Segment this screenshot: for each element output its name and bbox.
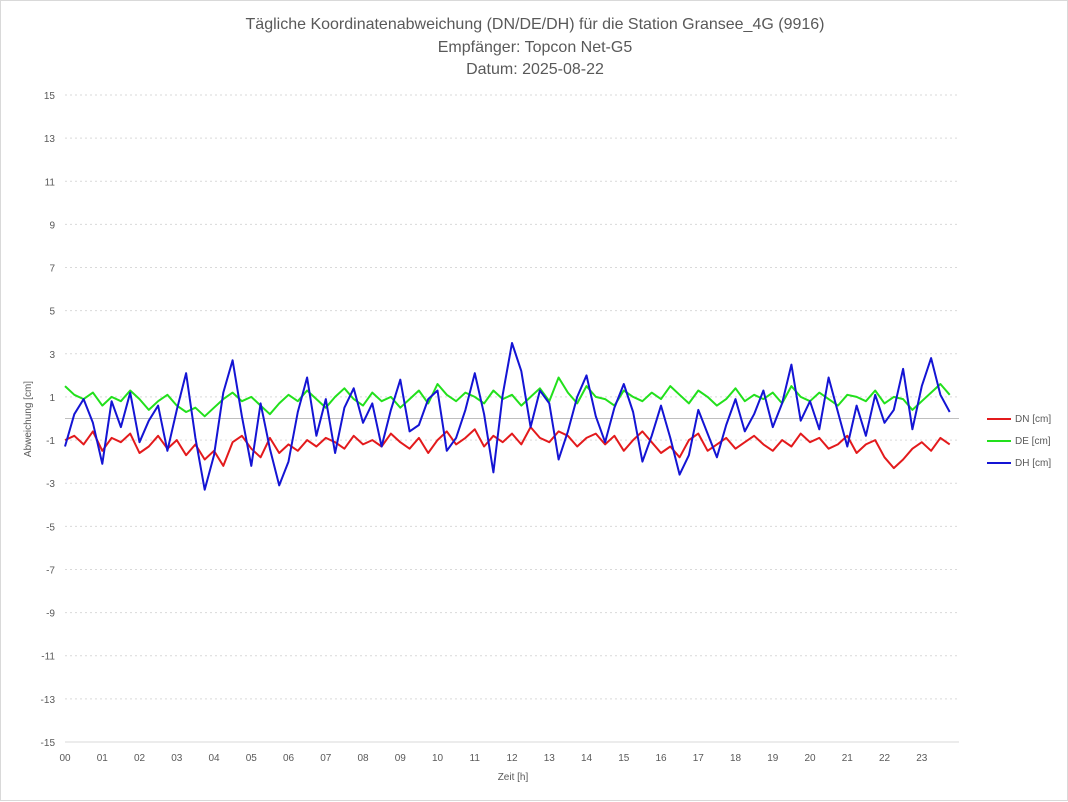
y-tick-label: -9 (46, 609, 55, 620)
y-grid (65, 94, 959, 743)
x-tick-label: 19 (767, 753, 779, 764)
y-tick-label: -3 (46, 479, 55, 490)
y-axis-tick-labels: 15 13 11 9 7 5 3 1 -1 -3 -5 -7 -9 -11 -13 -15 (41, 91, 56, 749)
series-line-dh (64, 342, 951, 491)
chart-title-line-1: Tägliche Koordinatenabweichung (DN/DE/DH… (246, 16, 825, 33)
chart-title-line-2: Empfänger: Topcon Net-G5 (438, 39, 633, 56)
series-line-de (64, 376, 951, 418)
y-tick-label: 9 (49, 220, 55, 231)
x-tick-label: 01 (97, 753, 109, 764)
x-tick-label: 07 (320, 753, 332, 764)
x-tick-label: 14 (581, 753, 593, 764)
x-tick-label: 22 (879, 753, 891, 764)
x-tick-label: 16 (655, 753, 667, 764)
chart-title: Tägliche Koordinatenabweichung (DN/DE/DH… (246, 16, 825, 78)
y-tick-label: -5 (46, 522, 55, 533)
x-tick-label: 17 (693, 753, 705, 764)
y-tick-label: -1 (46, 436, 55, 447)
x-tick-label: 04 (208, 753, 220, 764)
x-tick-label: 09 (395, 753, 407, 764)
series-lines (64, 342, 951, 491)
y-tick-label: 1 (49, 393, 55, 404)
x-axis-tick-labels: 00 01 02 03 04 05 06 07 08 09 10 11 12 13 14 15 16 17 18 19… (59, 753, 927, 764)
x-tick-label: 21 (842, 753, 854, 764)
x-tick-label: 06 (283, 753, 295, 764)
x-tick-label: 05 (246, 753, 258, 764)
y-tick-label: 5 (49, 307, 55, 318)
legend: DN [cm] DE [cm] DH [cm] (987, 414, 1051, 469)
x-axis-title: Zeit [h] (498, 772, 529, 783)
y-tick-label: 15 (44, 91, 56, 102)
x-tick-label: 08 (357, 753, 369, 764)
x-tick-label: 15 (618, 753, 630, 764)
series-line-dn (64, 426, 951, 470)
legend-label: DE [cm] (1015, 436, 1051, 447)
y-tick-label: -11 (41, 652, 55, 663)
y-tick-label: -15 (41, 738, 56, 749)
y-axis-title: Abweichung [cm] (23, 381, 34, 457)
x-tick-label: 12 (506, 753, 518, 764)
y-tick-label: -7 (46, 565, 55, 576)
chart-title-line-3: Datum: 2025-08-22 (466, 61, 604, 78)
x-tick-label: 02 (134, 753, 146, 764)
y-tick-label: 7 (49, 264, 55, 275)
y-tick-label: -13 (41, 695, 56, 706)
legend-label: DH [cm] (1015, 458, 1051, 469)
x-tick-label: 13 (544, 753, 556, 764)
x-tick-label: 10 (432, 753, 444, 764)
y-tick-label: 3 (49, 350, 55, 361)
y-tick-label: 13 (44, 134, 56, 145)
x-tick-label: 23 (916, 753, 928, 764)
x-tick-label: 18 (730, 753, 742, 764)
x-tick-label: 11 (470, 753, 481, 764)
legend-label: DN [cm] (1015, 414, 1051, 425)
x-tick-label: 00 (59, 753, 71, 764)
y-tick-label: 11 (45, 177, 56, 188)
x-tick-label: 03 (171, 753, 183, 764)
x-tick-label: 20 (804, 753, 816, 764)
